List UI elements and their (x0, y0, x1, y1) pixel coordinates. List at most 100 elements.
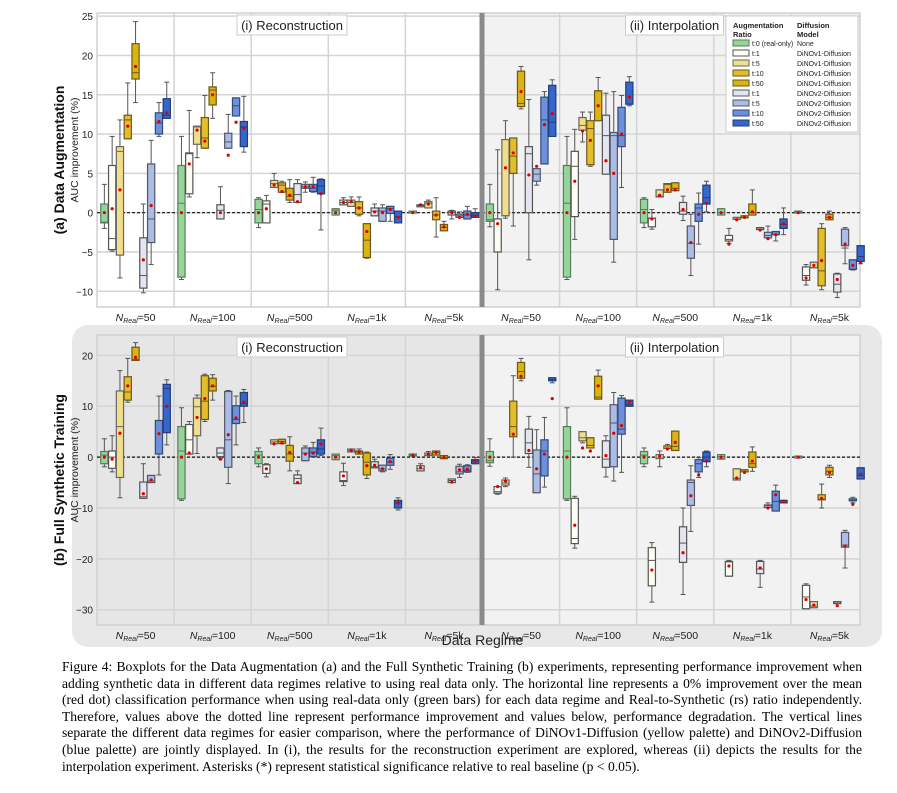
mean-dot (812, 263, 816, 267)
box-dinov2 (532, 429, 541, 494)
box-dinov2 (231, 395, 241, 446)
section-label-interpolation: (ii) Interpolation (630, 340, 720, 355)
box-dinov1 (748, 446, 757, 472)
mean-dot (218, 457, 223, 461)
box-dinov1 (825, 210, 834, 221)
legend-swatch (732, 59, 750, 67)
mean-dot (735, 218, 739, 222)
panel-b: −30 −20 −10 0 10 20 (i) Reconstruction (ii) Int… (51, 325, 882, 648)
mean-dot (827, 470, 832, 474)
box-real-only (408, 453, 417, 457)
box-body (586, 437, 595, 449)
mean-dot (242, 400, 246, 404)
box-dinov1 (362, 451, 372, 479)
box-body (131, 346, 140, 362)
box-dinov1 (647, 209, 657, 230)
box-body (601, 114, 611, 175)
legend-ratio-label: t:0 (real-only) (752, 41, 793, 48)
box-dinov2 (702, 180, 711, 213)
box-dinov2 (162, 379, 171, 446)
mean-dot (859, 472, 863, 477)
mean-dot (565, 455, 569, 459)
box-dinov1 (115, 119, 125, 279)
box-dinov2 (146, 474, 156, 484)
mean-dot (319, 192, 323, 196)
box-dinov2 (856, 245, 865, 265)
box-dinov2 (840, 227, 850, 265)
box-dinov2 (470, 208, 480, 218)
mean-dot (264, 207, 268, 211)
box-dinov2 (293, 179, 302, 204)
box-real-only (794, 455, 803, 459)
mean-dot (742, 215, 747, 219)
box-dinov1 (131, 342, 140, 362)
box-dinov1 (347, 196, 356, 207)
box-dinov2 (301, 445, 310, 462)
mean-dot (349, 200, 353, 204)
mean-dot (256, 455, 261, 459)
mean-dot (519, 374, 523, 378)
box-dinov2 (139, 203, 148, 294)
mean-dot (758, 228, 762, 232)
panel-title: (b) Full Synthetic Training (51, 394, 67, 566)
mean-dot (179, 211, 184, 215)
box-dinov1 (339, 462, 348, 487)
section-label-box (625, 336, 724, 358)
box-dinov1 (809, 600, 819, 609)
mean-dot (835, 277, 839, 282)
box-body (123, 376, 132, 401)
box-dinov2 (686, 465, 696, 532)
y-tick-label: 0 (87, 209, 93, 220)
mean-dot (612, 431, 616, 435)
mean-dot (218, 211, 223, 215)
mean-dot (650, 217, 654, 221)
box-dinov2 (763, 225, 773, 241)
box-dinov2 (540, 91, 549, 165)
mean-dot (619, 132, 624, 136)
box-body (378, 207, 387, 222)
mean-dot (812, 603, 816, 607)
mean-dot (272, 183, 276, 187)
mean-dot (820, 496, 824, 500)
box-dinov2 (540, 416, 549, 488)
x-tick-label: NReal=500 (652, 312, 698, 325)
box-dinov1 (593, 369, 603, 400)
legend-model-label: DiNOv1-Diffusion (797, 61, 851, 68)
mean-dot (488, 455, 492, 459)
box-dinov1 (801, 583, 811, 610)
box-dinov2 (601, 92, 611, 175)
box-dinov2 (524, 415, 534, 468)
box-body (216, 447, 225, 458)
mean-dot (226, 433, 230, 437)
mean-dot (311, 451, 315, 455)
legend-swatch (732, 79, 750, 87)
mean-dot (303, 452, 307, 456)
mean-dot (280, 441, 284, 445)
box-body (609, 404, 618, 468)
box-dinov2 (224, 113, 233, 157)
box-body (516, 361, 526, 379)
box-dinov1 (493, 149, 502, 291)
mean-dot (373, 463, 377, 467)
mean-dot (234, 416, 238, 420)
legend-ratio-label: t:5 (752, 101, 760, 108)
mean-dot (442, 455, 446, 459)
box-dinov2 (378, 204, 387, 222)
y-tick-label: 10 (82, 402, 94, 413)
box-dinov1 (586, 111, 595, 167)
box-dinov1 (740, 469, 749, 474)
box-body (177, 164, 186, 278)
box-dinov2 (609, 391, 618, 482)
mean-dot (380, 467, 385, 471)
mean-dot (133, 64, 138, 69)
box-dinov1 (115, 370, 125, 499)
box-dinov1 (424, 199, 433, 209)
box-dinov1 (123, 357, 132, 403)
legend-model-label: DiNOv2-Diffusion (797, 91, 851, 98)
mean-dot (187, 162, 191, 166)
box-body (185, 152, 194, 195)
box-dinov2 (779, 207, 788, 236)
x-tick-label: NReal=5k (810, 312, 850, 325)
x-axis-label: Data Regime (442, 632, 524, 648)
box-body (154, 419, 164, 455)
